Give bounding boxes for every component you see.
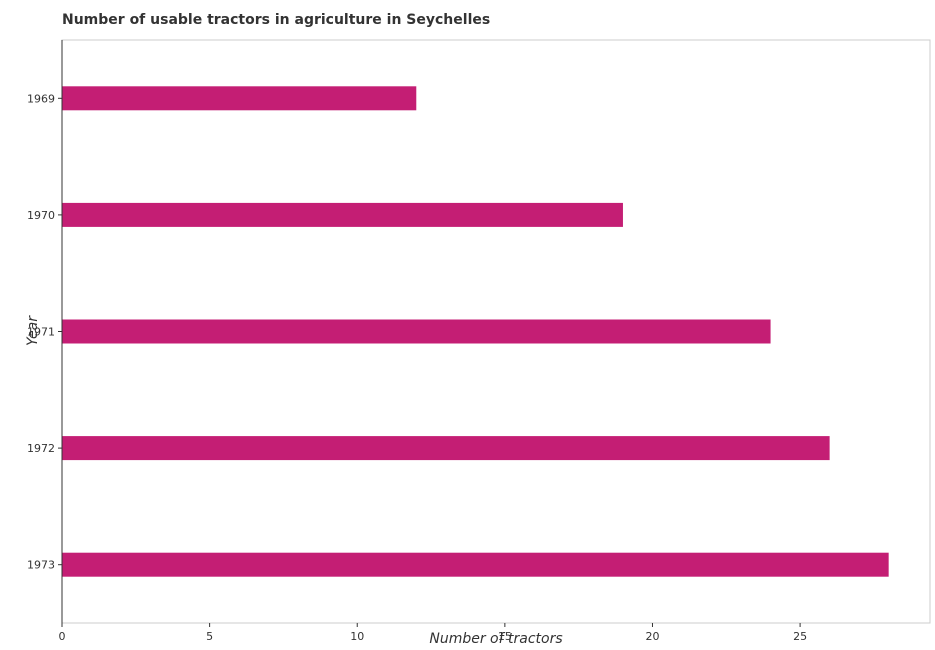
chart-title: Number of usable tractors in agriculture… xyxy=(62,12,490,28)
bar-1973 xyxy=(62,552,889,577)
y-tick-label: 1969 xyxy=(27,92,55,105)
bars-group xyxy=(62,86,889,577)
bar-1969 xyxy=(62,86,417,111)
x-tick-label: 0 xyxy=(59,630,66,643)
x-tick-label: 20 xyxy=(645,630,659,643)
y-axis-label: Year xyxy=(25,315,41,346)
x-tick-label: 25 xyxy=(793,630,807,643)
x-tick-label: 10 xyxy=(350,630,364,643)
x-tick-labels: 0 5 10 15 20 25 xyxy=(59,623,807,643)
y-tick-labels: 1969 1970 1971 1972 1973 xyxy=(27,92,62,572)
bar-1971 xyxy=(62,319,771,344)
bar-1970 xyxy=(62,202,623,227)
x-tick-label: 5 xyxy=(206,630,213,643)
y-tick-label: 1970 xyxy=(27,209,55,222)
bar-1972 xyxy=(62,436,830,461)
y-tick-label: 1973 xyxy=(27,559,55,572)
x-axis-label: Number of tractors xyxy=(429,631,562,647)
x-tick-label: 15 xyxy=(498,630,512,643)
y-tick-label: 1972 xyxy=(27,442,55,455)
y-tick-label: 1971 xyxy=(27,326,55,339)
